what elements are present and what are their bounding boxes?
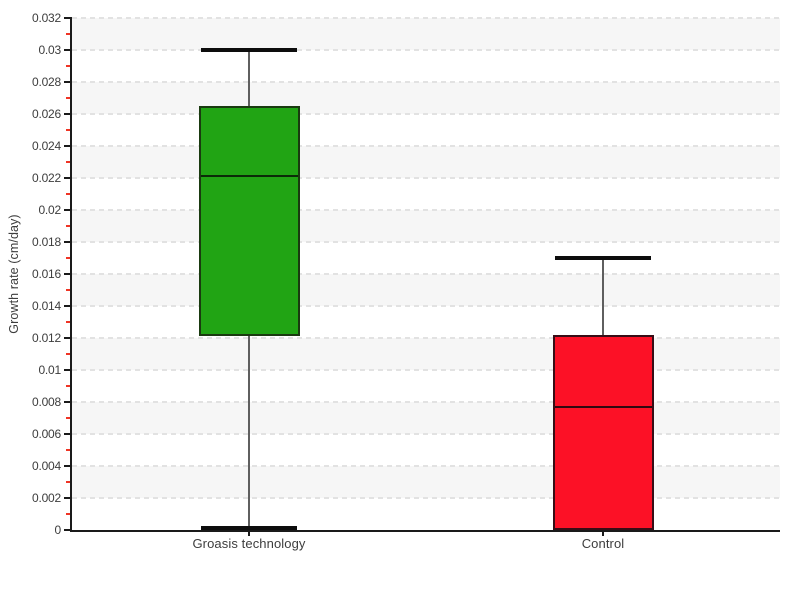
gridline-y <box>72 401 780 403</box>
plot-band <box>72 338 780 370</box>
y-tick-label: 0.018 <box>31 235 61 249</box>
y-tick-label: 0.01 <box>38 363 61 377</box>
y-minor-tick <box>66 33 70 35</box>
gridline-y <box>72 369 780 371</box>
plot-band <box>72 402 780 434</box>
y-major-tick <box>64 401 70 403</box>
y-minor-tick <box>66 257 70 259</box>
y-tick-label: 0.03 <box>38 43 61 57</box>
gridline-y <box>72 497 780 499</box>
category-label: Groasis technology <box>192 536 306 551</box>
box-groasis-technology <box>198 106 300 337</box>
gridline-y <box>72 17 780 19</box>
y-major-tick <box>64 369 70 371</box>
plot-band <box>72 146 780 178</box>
y-tick-label: 0.008 <box>31 395 61 409</box>
y-tick-label: 0.014 <box>31 299 61 313</box>
y-minor-tick <box>66 321 70 323</box>
gridline-y <box>72 273 780 275</box>
y-tick-label: 0.016 <box>31 267 61 281</box>
gridline-y <box>72 177 780 179</box>
x-tick <box>248 532 250 536</box>
median-line <box>554 405 652 408</box>
y-minor-tick <box>66 481 70 483</box>
y-minor-tick <box>66 65 70 67</box>
y-tick-label: 0.002 <box>31 491 61 505</box>
plot-band <box>72 434 780 466</box>
y-tick-label: 0.032 <box>31 11 61 25</box>
y-major-tick <box>64 177 70 179</box>
gridline-y <box>72 337 780 339</box>
plot-band <box>72 82 780 114</box>
box-control <box>552 334 654 530</box>
y-tick-label: 0 <box>54 523 62 537</box>
y-minor-tick <box>66 353 70 355</box>
y-tick-label: 0.004 <box>31 459 61 473</box>
y-major-tick <box>64 49 70 51</box>
gridline-y <box>72 305 780 307</box>
gridline-y <box>72 81 780 83</box>
plot-band <box>72 306 780 338</box>
plot-band <box>72 466 780 498</box>
y-tick-label: 0.024 <box>31 139 61 153</box>
y-tick-label: 0.006 <box>31 427 61 441</box>
y-major-tick <box>64 433 70 435</box>
y-major-tick <box>64 145 70 147</box>
y-minor-tick <box>66 193 70 195</box>
whisker-line-upper <box>248 50 250 106</box>
y-minor-tick <box>66 513 70 515</box>
x-tick <box>602 532 604 536</box>
y-minor-tick <box>66 129 70 131</box>
y-minor-tick <box>66 161 70 163</box>
plot-band <box>72 242 780 274</box>
plot-band <box>72 210 780 242</box>
gridline-y <box>72 49 780 51</box>
y-major-tick <box>64 497 70 499</box>
whisker-line-upper <box>602 258 604 335</box>
y-minor-tick <box>66 449 70 451</box>
plot-band <box>72 498 780 530</box>
plot-band <box>72 370 780 402</box>
y-minor-tick <box>66 225 70 227</box>
gridline-y <box>72 433 780 435</box>
y-minor-tick <box>66 417 70 419</box>
y-tick-label: 0.026 <box>31 107 61 121</box>
y-major-tick <box>64 305 70 307</box>
gridline-y <box>72 145 780 147</box>
gridline-y <box>72 113 780 115</box>
whisker-line-lower <box>248 336 250 529</box>
y-minor-tick <box>66 289 70 291</box>
category-label: Control <box>581 536 625 551</box>
y-major-tick <box>64 81 70 83</box>
whisker-cap-max <box>201 48 297 52</box>
plot-band <box>72 114 780 146</box>
y-axis-line <box>70 17 72 532</box>
y-major-tick <box>64 529 70 531</box>
y-major-tick <box>64 465 70 467</box>
plot-band <box>72 178 780 210</box>
y-minor-tick <box>66 385 70 387</box>
y-tick-label: 0.02 <box>38 203 61 217</box>
whisker-cap-max <box>555 256 651 260</box>
plot-band <box>72 18 780 50</box>
plot-band <box>72 274 780 306</box>
median-line <box>200 175 298 178</box>
x-axis-line <box>70 530 780 532</box>
y-major-tick <box>64 209 70 211</box>
gridline-y <box>72 241 780 243</box>
y-tick-label: 0.022 <box>31 171 61 185</box>
gridline-y <box>72 209 780 211</box>
y-major-tick <box>64 241 70 243</box>
y-major-tick <box>64 17 70 19</box>
y-major-tick <box>64 113 70 115</box>
y-tick-label: 0.028 <box>31 75 61 89</box>
gridline-y <box>72 465 780 467</box>
whisker-cap-min <box>201 526 297 531</box>
y-minor-tick <box>66 97 70 99</box>
y-major-tick <box>64 337 70 339</box>
y-tick-label: 0.012 <box>31 331 61 345</box>
y-major-tick <box>64 273 70 275</box>
plot-band <box>72 50 780 82</box>
